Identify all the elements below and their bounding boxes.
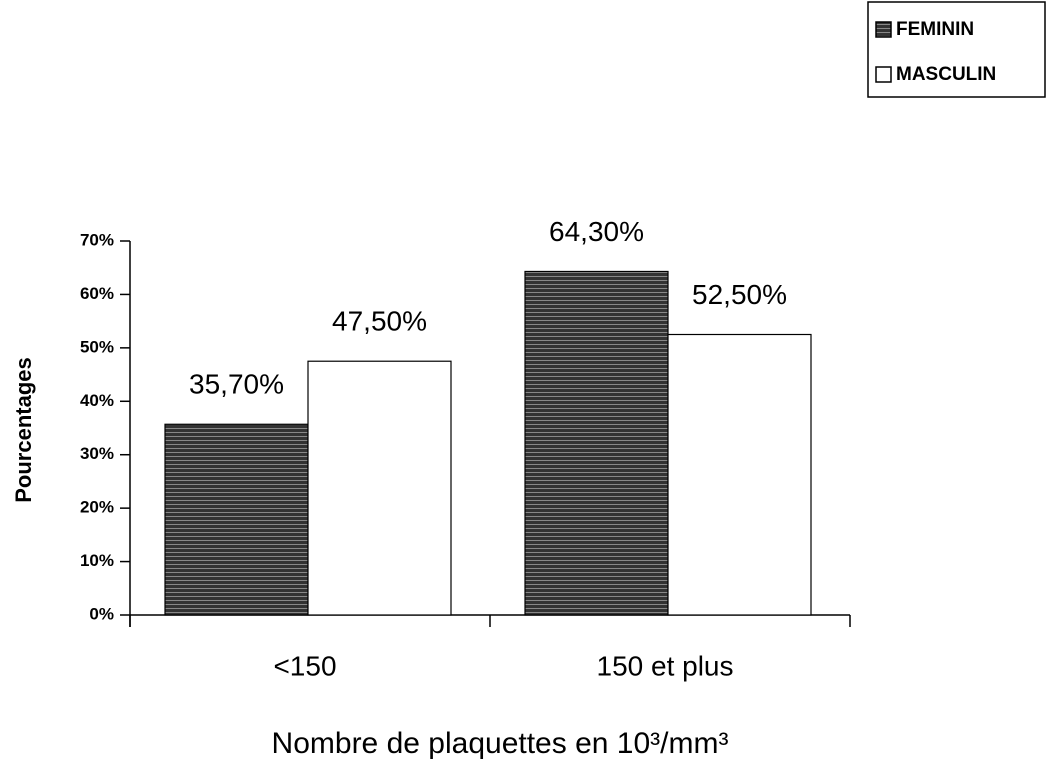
y-axis-label: Pourcentages <box>11 357 36 503</box>
bar <box>524 270 669 616</box>
bar <box>667 333 812 616</box>
value-label: 47,50% <box>332 306 427 337</box>
y-tick-label: 10% <box>80 551 114 570</box>
value-label: 64,30% <box>549 216 644 247</box>
legend-swatch <box>875 21 892 38</box>
legend-swatch <box>875 66 892 83</box>
x-axis-label: Nombre de plaquettes en 10³/mm³ <box>272 727 729 760</box>
legend-box <box>867 1 1046 98</box>
y-tick-label: 0% <box>89 604 114 623</box>
x-tick-label: 150 et plus <box>597 650 734 681</box>
value-label: 35,70% <box>189 369 284 400</box>
y-tick-label: 50% <box>80 337 114 356</box>
y-tick-label: 60% <box>80 284 114 303</box>
bar <box>307 360 452 616</box>
legend-label: MASCULIN <box>896 64 996 85</box>
bar <box>164 423 309 616</box>
y-tick-label: 70% <box>80 230 114 249</box>
value-label: 52,50% <box>692 279 787 310</box>
y-tick-label: 20% <box>80 498 114 517</box>
x-tick-label: <150 <box>273 650 336 681</box>
y-tick-label: 40% <box>80 391 114 410</box>
y-tick-label: 30% <box>80 444 114 463</box>
legend-label: FEMININ <box>896 19 974 40</box>
